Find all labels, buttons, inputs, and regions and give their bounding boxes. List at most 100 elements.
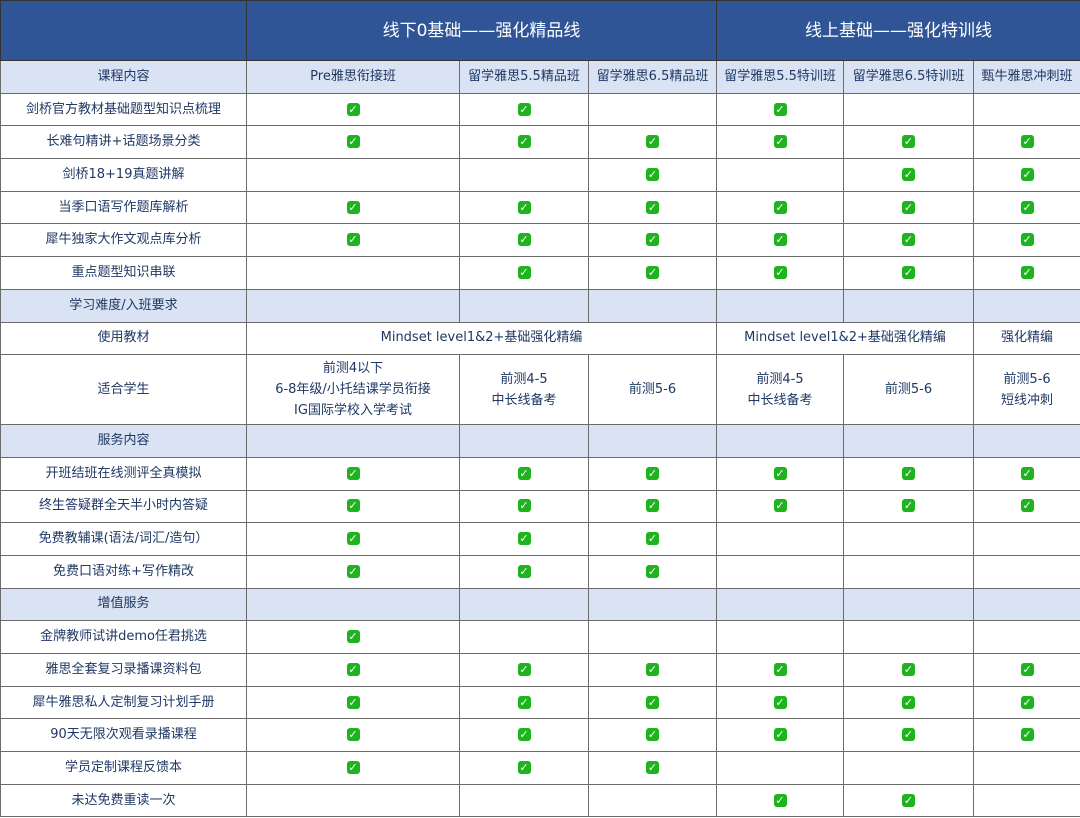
checked-cell: ✓ xyxy=(459,522,589,556)
empty-cell xyxy=(843,751,975,785)
checkmark-icon: ✓ xyxy=(346,102,360,116)
checkmark-icon: ✓ xyxy=(517,499,531,513)
checked-cell: ✓ xyxy=(587,256,718,290)
checkmark-icon: ✓ xyxy=(773,662,787,676)
table-row: 剑桥官方教材基础题型知识点梳理 ✓ ✓ ✓ xyxy=(0,92,1080,127)
row-label: 免费口语对练+写作精改 xyxy=(0,554,247,589)
empty-cell xyxy=(843,554,975,589)
checkmark-icon: ✓ xyxy=(346,662,360,676)
column-header-label: 课程内容 xyxy=(0,60,247,94)
students-cell: 前测4-5 中长线备考 xyxy=(716,354,845,426)
students-cell: 前测4-5 中长线备考 xyxy=(459,354,589,426)
checkmark-icon: ✓ xyxy=(1020,695,1034,709)
checkmark-icon: ✓ xyxy=(346,728,360,742)
table-row: 90天无限次观看录播课程 ✓ ✓ ✓ ✓ ✓ ✓ xyxy=(0,718,1080,753)
row-label: 金牌教师试讲demo任君挑选 xyxy=(0,620,247,654)
checkmark-icon: ✓ xyxy=(346,695,360,709)
checkmark-icon: ✓ xyxy=(1020,167,1034,181)
checked-cell: ✓ xyxy=(843,125,975,160)
table-row: 长难句精讲+话题场景分类 ✓ ✓ ✓ ✓ ✓ ✓ xyxy=(0,125,1080,160)
checkmark-icon: ✓ xyxy=(346,466,360,480)
checked-cell: ✓ xyxy=(716,653,845,687)
header-row: 线下0基础——强化精品线 线上基础——强化特训线 xyxy=(0,0,1080,61)
empty-cell xyxy=(973,587,1080,622)
row-label: 学员定制课程反馈本 xyxy=(0,751,247,785)
table-row: 犀牛雅思私人定制复习计划手册 ✓ ✓ ✓ ✓ ✓ ✓ xyxy=(0,685,1080,720)
column-header-2: 留学雅思5.5精品班 xyxy=(459,60,589,94)
row-label: 开班结班在线测评全真模拟 xyxy=(0,456,247,491)
checkmark-icon: ✓ xyxy=(902,793,916,807)
checkmark-icon: ✓ xyxy=(773,102,787,116)
row-label: 剑桥官方教材基础题型知识点梳理 xyxy=(0,92,247,127)
checkmark-icon: ✓ xyxy=(1020,200,1034,214)
checked-cell: ✓ xyxy=(843,489,975,524)
checkmark-icon: ✓ xyxy=(902,695,916,709)
checked-cell: ✓ xyxy=(973,718,1080,753)
checked-cell: ✓ xyxy=(716,456,845,491)
empty-cell xyxy=(459,620,589,654)
row-label: 使用教材 xyxy=(0,321,247,356)
checkmark-icon: ✓ xyxy=(773,695,787,709)
checkmark-icon: ✓ xyxy=(773,200,787,214)
empty-cell xyxy=(716,587,845,622)
column-header-4: 留学雅思5.5特训班 xyxy=(716,60,845,94)
empty-cell xyxy=(587,92,718,127)
row-label: 未达免费重读一次 xyxy=(0,783,247,818)
checked-cell: ✓ xyxy=(716,783,845,818)
checkmark-icon: ✓ xyxy=(773,793,787,807)
checkmark-icon: ✓ xyxy=(1020,233,1034,247)
checkmark-icon: ✓ xyxy=(1020,662,1034,676)
checked-cell: ✓ xyxy=(459,456,589,491)
checkmark-icon: ✓ xyxy=(346,135,360,149)
checkmark-icon: ✓ xyxy=(902,233,916,247)
empty-cell xyxy=(459,158,589,192)
empty-cell xyxy=(587,424,718,458)
checked-cell: ✓ xyxy=(843,456,975,491)
checkmark-icon: ✓ xyxy=(773,135,787,149)
students-cell: 前测4以下 6-8年级/小托结课学员衔接 IG国际学校入学考试 xyxy=(246,354,460,426)
checkmark-icon: ✓ xyxy=(773,728,787,742)
section-row: 学习难度/入班要求 xyxy=(0,288,1080,323)
checked-cell: ✓ xyxy=(246,653,460,687)
checkmark-icon: ✓ xyxy=(902,728,916,742)
empty-cell xyxy=(246,288,460,323)
checked-cell: ✓ xyxy=(716,125,845,160)
checkmark-icon: ✓ xyxy=(646,200,660,214)
checkmark-icon: ✓ xyxy=(517,466,531,480)
checked-cell: ✓ xyxy=(716,256,845,290)
checked-cell: ✓ xyxy=(973,653,1080,687)
checked-cell: ✓ xyxy=(716,92,845,127)
checked-cell: ✓ xyxy=(716,190,845,225)
sprint-materials: 强化精编 xyxy=(973,321,1080,356)
empty-cell xyxy=(246,256,460,290)
checked-cell: ✓ xyxy=(716,223,845,258)
checkmark-icon: ✓ xyxy=(902,200,916,214)
checked-cell: ✓ xyxy=(587,522,718,556)
checked-cell: ✓ xyxy=(459,653,589,687)
checkmark-icon: ✓ xyxy=(773,265,787,279)
checked-cell: ✓ xyxy=(973,158,1080,192)
empty-cell xyxy=(459,288,589,323)
checked-cell: ✓ xyxy=(459,554,589,589)
checkmark-icon: ✓ xyxy=(517,695,531,709)
table-row: 重点题型知识串联 ✓ ✓ ✓ ✓ ✓ xyxy=(0,256,1080,290)
table-row: 剑桥18+19真题讲解 ✓ ✓ ✓ xyxy=(0,158,1080,192)
empty-cell xyxy=(843,92,975,127)
checkmark-icon: ✓ xyxy=(346,564,360,578)
students-cell: 前测5-6 xyxy=(587,354,718,426)
empty-cell xyxy=(716,424,845,458)
empty-cell xyxy=(587,783,718,818)
checkmark-icon: ✓ xyxy=(346,200,360,214)
empty-cell xyxy=(587,587,718,622)
checkmark-icon: ✓ xyxy=(646,167,660,181)
students-cell: 前测5-6 短线冲刺 xyxy=(973,354,1080,426)
empty-cell xyxy=(973,751,1080,785)
checked-cell: ✓ xyxy=(587,685,718,720)
empty-cell xyxy=(843,587,975,622)
empty-cell xyxy=(716,751,845,785)
checkmark-icon: ✓ xyxy=(646,499,660,513)
empty-cell xyxy=(973,783,1080,818)
checked-cell: ✓ xyxy=(459,256,589,290)
checkmark-icon: ✓ xyxy=(517,564,531,578)
